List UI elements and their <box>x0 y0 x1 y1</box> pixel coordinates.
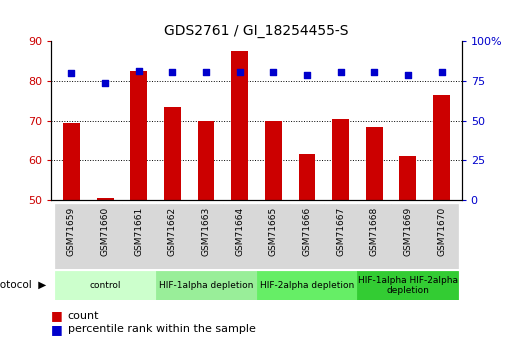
Point <box>337 70 345 75</box>
Bar <box>366 127 383 200</box>
Text: GSM71669: GSM71669 <box>403 207 412 256</box>
Text: GSM71668: GSM71668 <box>370 207 379 256</box>
Point <box>134 68 143 73</box>
Bar <box>358 271 458 300</box>
Text: GSM71661: GSM71661 <box>134 207 143 256</box>
Bar <box>358 204 391 269</box>
Text: percentile rank within the sample: percentile rank within the sample <box>68 325 255 334</box>
Bar <box>256 271 358 300</box>
Bar <box>425 204 458 269</box>
Point <box>370 70 379 75</box>
Text: GSM71666: GSM71666 <box>303 207 311 256</box>
Point <box>67 70 75 76</box>
Bar <box>324 204 358 269</box>
Bar <box>155 271 256 300</box>
Text: HIF-2alpha depletion: HIF-2alpha depletion <box>260 281 354 290</box>
Text: GSM71660: GSM71660 <box>101 207 110 256</box>
Bar <box>332 119 349 200</box>
Bar <box>63 123 80 200</box>
Text: GSM71667: GSM71667 <box>336 207 345 256</box>
Text: GSM71662: GSM71662 <box>168 207 177 256</box>
Point <box>269 70 278 75</box>
Text: control: control <box>89 281 121 290</box>
Bar <box>223 204 256 269</box>
Title: GDS2761 / GI_18254455-S: GDS2761 / GI_18254455-S <box>164 23 349 38</box>
Text: GSM71659: GSM71659 <box>67 207 76 256</box>
Point <box>404 72 412 78</box>
Text: GSM71664: GSM71664 <box>235 207 244 256</box>
Bar <box>164 107 181 200</box>
Bar <box>391 204 425 269</box>
Bar <box>155 204 189 269</box>
Bar <box>299 155 315 200</box>
Bar <box>256 204 290 269</box>
Point <box>168 70 176 75</box>
Text: protocol  ▶: protocol ▶ <box>0 280 46 290</box>
Bar <box>55 204 88 269</box>
Bar <box>198 121 214 200</box>
Text: GSM71665: GSM71665 <box>269 207 278 256</box>
Point <box>438 70 446 75</box>
Bar <box>122 204 155 269</box>
Bar <box>265 121 282 200</box>
Bar <box>130 71 147 200</box>
Point <box>303 72 311 78</box>
Bar <box>189 204 223 269</box>
Bar <box>290 204 324 269</box>
Text: ■: ■ <box>51 309 63 322</box>
Text: GSM71670: GSM71670 <box>437 207 446 256</box>
Bar <box>97 198 113 200</box>
Bar <box>55 271 155 300</box>
Point <box>202 70 210 75</box>
Point <box>101 81 109 86</box>
Bar <box>88 204 122 269</box>
Bar <box>400 156 416 200</box>
Text: ■: ■ <box>51 323 63 336</box>
Text: HIF-1alpha HIF-2alpha
depletion: HIF-1alpha HIF-2alpha depletion <box>358 276 458 295</box>
Text: GSM71663: GSM71663 <box>202 207 210 256</box>
Text: count: count <box>68 311 99 321</box>
Bar <box>231 51 248 200</box>
Bar <box>433 95 450 200</box>
Text: HIF-1alpha depletion: HIF-1alpha depletion <box>159 281 253 290</box>
Point <box>235 69 244 74</box>
